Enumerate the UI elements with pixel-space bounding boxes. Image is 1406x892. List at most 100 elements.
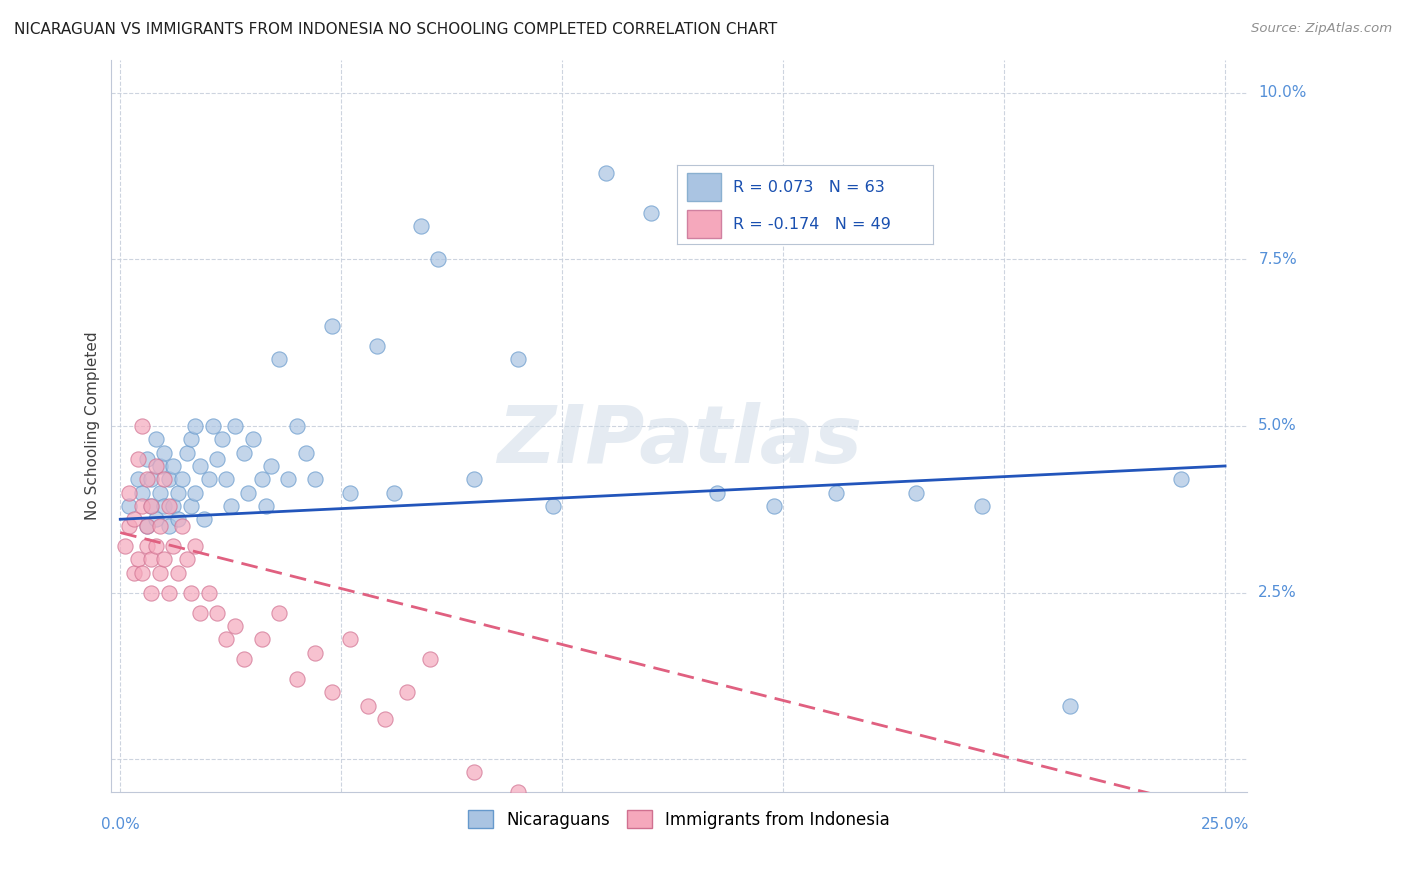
Point bbox=[419, 652, 441, 666]
Point bbox=[224, 619, 246, 633]
Point bbox=[122, 512, 145, 526]
Point bbox=[135, 519, 157, 533]
Point bbox=[127, 552, 149, 566]
FancyBboxPatch shape bbox=[688, 173, 720, 201]
Point bbox=[970, 499, 993, 513]
Point bbox=[149, 519, 172, 533]
Point bbox=[543, 499, 565, 513]
Point bbox=[149, 458, 172, 473]
Point bbox=[254, 499, 277, 513]
Point bbox=[233, 445, 256, 459]
Point bbox=[339, 485, 361, 500]
Point bbox=[141, 499, 163, 513]
Point bbox=[339, 632, 361, 647]
Point bbox=[463, 765, 485, 780]
Point bbox=[131, 419, 153, 434]
Point bbox=[127, 452, 149, 467]
Point bbox=[188, 606, 211, 620]
Point bbox=[219, 499, 242, 513]
Point bbox=[157, 585, 180, 599]
Point bbox=[211, 433, 233, 447]
Point bbox=[157, 472, 180, 486]
Text: Source: ZipAtlas.com: Source: ZipAtlas.com bbox=[1251, 22, 1392, 36]
Point bbox=[321, 319, 343, 334]
Point bbox=[197, 472, 219, 486]
Point bbox=[162, 458, 184, 473]
Point bbox=[184, 419, 207, 434]
Point bbox=[135, 452, 157, 467]
Point bbox=[141, 472, 163, 486]
Point bbox=[250, 632, 273, 647]
Point bbox=[166, 485, 188, 500]
Point bbox=[162, 499, 184, 513]
Point bbox=[285, 672, 308, 686]
Point bbox=[157, 519, 180, 533]
Point bbox=[215, 632, 238, 647]
Point bbox=[250, 472, 273, 486]
Point bbox=[149, 566, 172, 580]
Point bbox=[127, 472, 149, 486]
Point bbox=[114, 539, 136, 553]
Text: 7.5%: 7.5% bbox=[1258, 252, 1296, 267]
Point bbox=[141, 585, 163, 599]
Point bbox=[153, 445, 176, 459]
Point bbox=[162, 539, 184, 553]
Point bbox=[141, 552, 163, 566]
Point bbox=[207, 452, 229, 467]
Point bbox=[166, 566, 188, 580]
Point bbox=[184, 485, 207, 500]
Point bbox=[396, 685, 419, 699]
Point bbox=[176, 445, 198, 459]
Point bbox=[366, 339, 388, 353]
Point bbox=[506, 352, 529, 367]
Point bbox=[180, 585, 202, 599]
Text: 0.0%: 0.0% bbox=[101, 817, 139, 832]
Text: 10.0%: 10.0% bbox=[1258, 86, 1306, 101]
Point bbox=[706, 485, 728, 500]
Point bbox=[207, 606, 229, 620]
Text: 25.0%: 25.0% bbox=[1201, 817, 1250, 832]
Point bbox=[242, 433, 264, 447]
Point bbox=[409, 219, 432, 234]
Point bbox=[184, 539, 207, 553]
Point bbox=[131, 499, 153, 513]
Point bbox=[595, 166, 617, 180]
Point bbox=[551, 805, 574, 820]
Point bbox=[135, 472, 157, 486]
Legend: Nicaraguans, Immigrants from Indonesia: Nicaraguans, Immigrants from Indonesia bbox=[461, 804, 897, 836]
Point bbox=[277, 472, 299, 486]
Point bbox=[153, 499, 176, 513]
Point bbox=[295, 445, 318, 459]
Point bbox=[904, 485, 927, 500]
Point bbox=[357, 698, 380, 713]
Point bbox=[141, 499, 163, 513]
Point bbox=[118, 485, 141, 500]
Point bbox=[202, 419, 225, 434]
Point bbox=[269, 606, 291, 620]
Point bbox=[153, 472, 176, 486]
Point bbox=[180, 433, 202, 447]
Point bbox=[640, 206, 662, 220]
Text: 5.0%: 5.0% bbox=[1258, 418, 1296, 434]
Text: 2.5%: 2.5% bbox=[1258, 585, 1296, 600]
Point bbox=[153, 552, 176, 566]
Point bbox=[180, 499, 202, 513]
Point bbox=[131, 566, 153, 580]
FancyBboxPatch shape bbox=[688, 211, 720, 238]
Point bbox=[1170, 472, 1192, 486]
Text: ZIPatlas: ZIPatlas bbox=[496, 401, 862, 480]
Point bbox=[427, 252, 450, 267]
Text: R = 0.073   N = 63: R = 0.073 N = 63 bbox=[734, 179, 884, 194]
Point bbox=[122, 566, 145, 580]
Point bbox=[215, 472, 238, 486]
Point bbox=[172, 472, 194, 486]
Point bbox=[259, 458, 281, 473]
Point bbox=[269, 352, 291, 367]
Point bbox=[166, 512, 188, 526]
Point bbox=[825, 485, 848, 500]
Y-axis label: No Schooling Completed: No Schooling Completed bbox=[86, 332, 100, 520]
Text: R = -0.174   N = 49: R = -0.174 N = 49 bbox=[734, 217, 891, 232]
Point bbox=[172, 519, 194, 533]
Point bbox=[463, 472, 485, 486]
Point bbox=[149, 485, 172, 500]
